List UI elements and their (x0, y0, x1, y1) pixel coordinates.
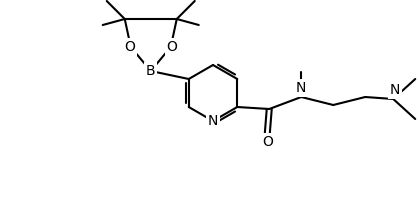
Text: B: B (146, 64, 155, 78)
Text: O: O (166, 40, 177, 54)
Text: N: N (296, 81, 306, 95)
Text: O: O (262, 135, 273, 149)
Text: N: N (390, 83, 400, 97)
Text: O: O (124, 40, 135, 54)
Text: N: N (208, 114, 218, 128)
